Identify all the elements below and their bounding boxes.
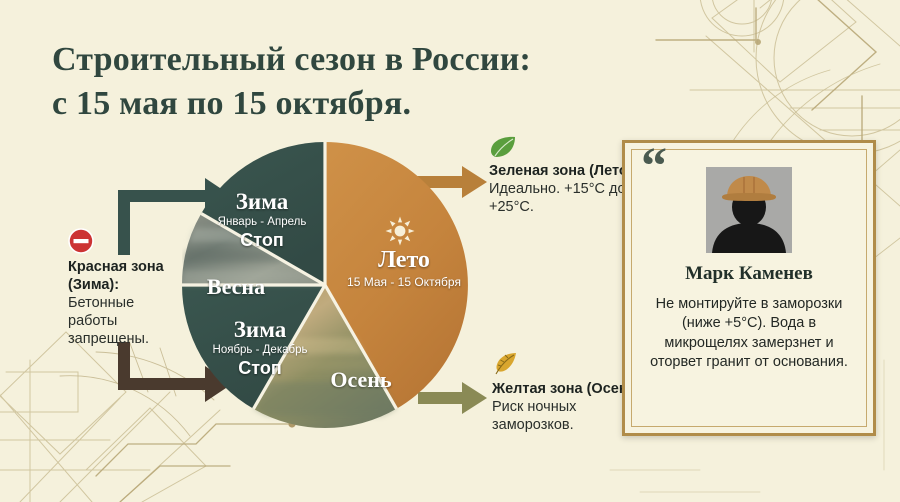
title-line-1: Строительный сезон в России:	[52, 41, 532, 78]
arrow-to-winter-top	[118, 178, 232, 255]
expert-quote-card: “ Марк Каменев Не монтируйте в заморозки…	[622, 140, 876, 436]
callout-red-title: Красная зона (Зима):	[68, 259, 164, 293]
quote-mark-icon: “	[641, 138, 667, 195]
arrow-to-winter-bottom	[118, 342, 232, 402]
page-title: Строительный сезон в России: с 15 мая по…	[52, 38, 652, 125]
expert-name: Марк Каменев	[685, 263, 813, 284]
callout-red-zone: Красная зона (Зима): Бетонные работы зап…	[68, 228, 180, 349]
pie-slice-winter-late	[182, 285, 325, 409]
autumn-leaf-icon	[495, 353, 516, 375]
title-line-2: с 15 мая по 15 октября.	[52, 84, 412, 122]
pie-slice-winter-early	[201, 142, 325, 285]
callout-yellow-zone: Желтая зона (Осень): Риск ночных замороз…	[492, 352, 652, 435]
avatar	[706, 167, 792, 253]
card-inner-border	[631, 149, 867, 427]
season-pie-chart	[182, 142, 468, 428]
callout-yellow-body: Риск ночных заморозков.	[492, 398, 577, 433]
arrow-to-yellow-zone	[418, 382, 487, 414]
callout-green-title: Зеленая зона (Лето):	[489, 163, 638, 179]
expert-quote-text: Не монтируйте в заморозки (ниже +5°C). В…	[650, 296, 848, 370]
callout-yellow-title: Желтая зона (Осень):	[492, 381, 647, 397]
no-entry-icon	[68, 228, 94, 254]
callout-red-body: Бетонные работы запрещены.	[68, 294, 149, 347]
pie-slice-summer	[325, 142, 468, 409]
sun-icon	[385, 216, 415, 246]
callout-green-zone: Зеленая зона (Лето): Идеально. +15°C до …	[489, 136, 649, 217]
leaf-icon	[491, 136, 515, 157]
callout-green-body: Идеально. +15°C до +25°C.	[489, 180, 626, 215]
arrow-to-green-zone	[416, 166, 487, 198]
